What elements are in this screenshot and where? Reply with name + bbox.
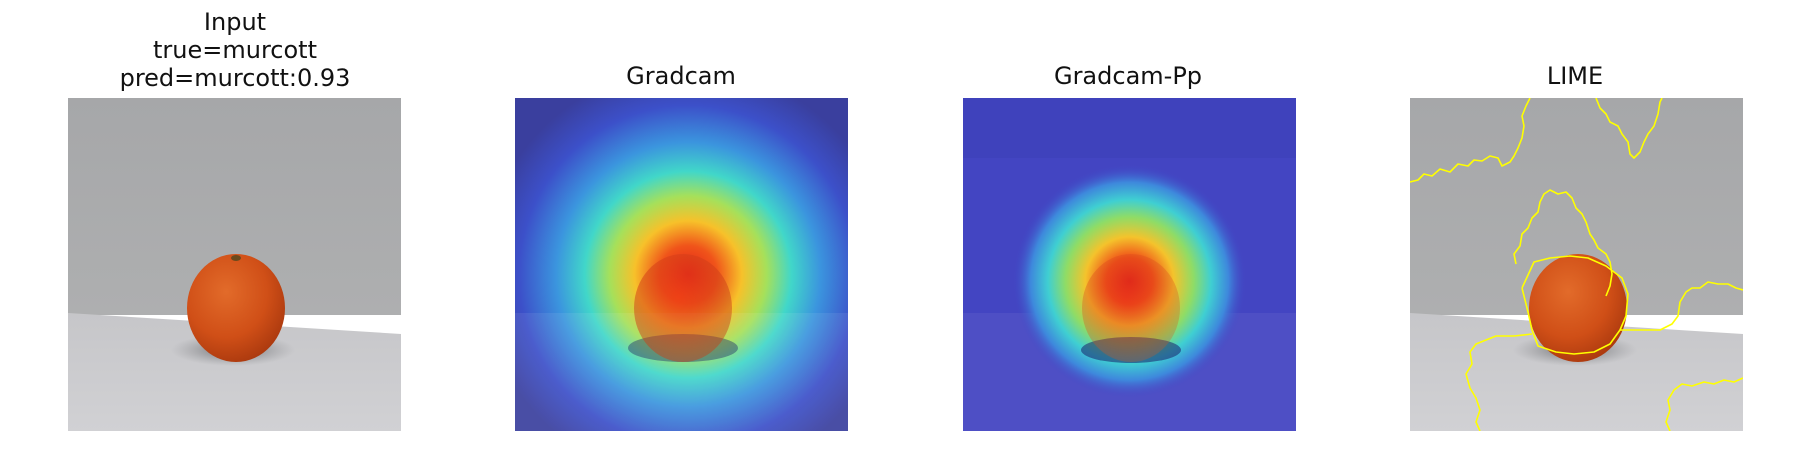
fruit — [1529, 254, 1627, 362]
gradcam-title-line-1: Gradcam — [626, 62, 736, 90]
lime-image — [1410, 98, 1743, 431]
lime-boundary-fruit — [1521, 255, 1629, 355]
lime-boundary-top-left — [1410, 98, 1531, 183]
lime-boundaries — [1410, 98, 1743, 431]
fruit — [187, 254, 285, 362]
gradcam-pp-image — [963, 98, 1296, 431]
lime-boundary-top-right — [1595, 98, 1663, 159]
gradcam-pp-image-svg — [963, 98, 1296, 431]
input-title-line-3: pred=murcott:0.93 — [119, 64, 351, 92]
gradcam-pp-title-line-1: Gradcam-Pp — [1053, 62, 1203, 90]
gradcam-pp-title: Gradcam-Pp — [958, 62, 1298, 90]
input-image — [68, 98, 401, 431]
input-title-line-1: Input — [203, 8, 267, 36]
fruit — [634, 254, 732, 362]
lime-boundary-bottom-left — [1465, 333, 1533, 431]
input-title: Input true=murcott pred=murcott:0.93 — [65, 8, 405, 92]
fruit-stem — [231, 255, 241, 261]
gradcam-image-svg — [515, 98, 848, 431]
lime-image-svg — [1410, 98, 1743, 431]
lime-title: LIME — [1405, 62, 1745, 90]
lime-boundary-bottom-right — [1665, 377, 1743, 431]
lime-boundary-center — [1513, 189, 1613, 297]
table — [68, 313, 401, 431]
lime-title-line-1: LIME — [1546, 62, 1604, 90]
table — [1410, 313, 1743, 431]
fruit — [1082, 254, 1180, 362]
input-title-line-2: true=murcott — [153, 36, 317, 64]
gradcam-image — [515, 98, 848, 431]
lime-boundary-right — [1620, 281, 1743, 331]
gradcam-title: Gradcam — [511, 62, 851, 90]
input-image-svg — [68, 98, 401, 431]
